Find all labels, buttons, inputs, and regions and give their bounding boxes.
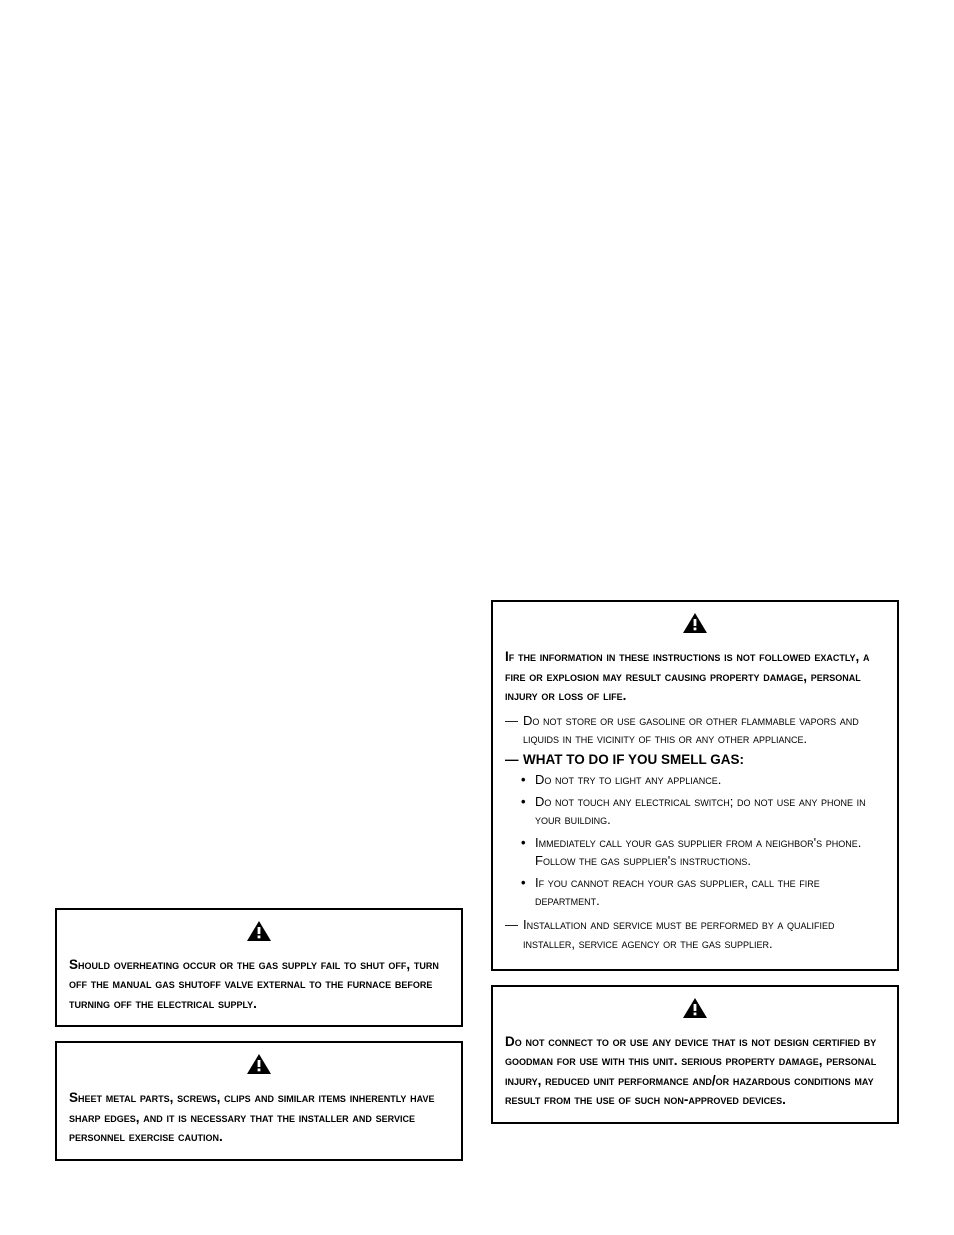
warning-triangle-icon (246, 920, 272, 942)
warning-icon-row (505, 612, 885, 639)
bullet-fire-dept: If you cannot reach your gas supplier, c… (521, 874, 885, 910)
right-column: If the information in these instructions… (491, 60, 899, 1175)
warning-text-overheating: Should overheating occur or the gas supp… (69, 955, 449, 1014)
warning-triangle-icon (246, 1053, 272, 1075)
bullet-no-light: Do not try to light any appliance. (521, 771, 885, 789)
two-column-layout: Should overheating occur or the gas supp… (55, 60, 899, 1175)
dash-item-gasoline: Do not store or use gasoline or other fl… (505, 712, 885, 748)
warning-icon-row (505, 997, 885, 1024)
smell-gas-heading-text: WHAT TO DO IF YOU SMELL GAS: (523, 752, 744, 767)
gas-warning-intro: If the information in these instructions… (505, 647, 885, 706)
gas-warning-dash-list-2: Installation and service must be perform… (505, 916, 885, 952)
smell-gas-bullets: Do not try to light any appliance. Do no… (505, 771, 885, 910)
warning-triangle-icon (682, 612, 708, 634)
dash-item-qualified: Installation and service must be perform… (505, 916, 885, 952)
gas-warning-dash-list: Do not store or use gasoline or other fl… (505, 712, 885, 748)
left-column: Should overheating occur or the gas supp… (55, 60, 463, 1175)
bullet-no-switch: Do not touch any electrical switch; do n… (521, 793, 885, 829)
warning-box-sharp-edges: Sheet metal parts, screws, clips and sim… (55, 1041, 463, 1161)
warning-box-overheating: Should overheating occur or the gas supp… (55, 908, 463, 1028)
warning-text-approved-devices: Do not connect to or use any device that… (505, 1032, 885, 1110)
warning-box-approved-devices: Do not connect to or use any device that… (491, 985, 899, 1124)
warning-text-sharp-edges: Sheet metal parts, screws, clips and sim… (69, 1088, 449, 1147)
warning-box-gas-safety: If the information in these instructions… (491, 600, 899, 971)
warning-icon-row (69, 1053, 449, 1080)
bullet-call-supplier: Immediately call your gas supplier from … (521, 834, 885, 870)
warning-triangle-icon (682, 997, 708, 1019)
warning-icon-row (69, 920, 449, 947)
smell-gas-heading: —WHAT TO DO IF YOU SMELL GAS: (505, 752, 885, 767)
